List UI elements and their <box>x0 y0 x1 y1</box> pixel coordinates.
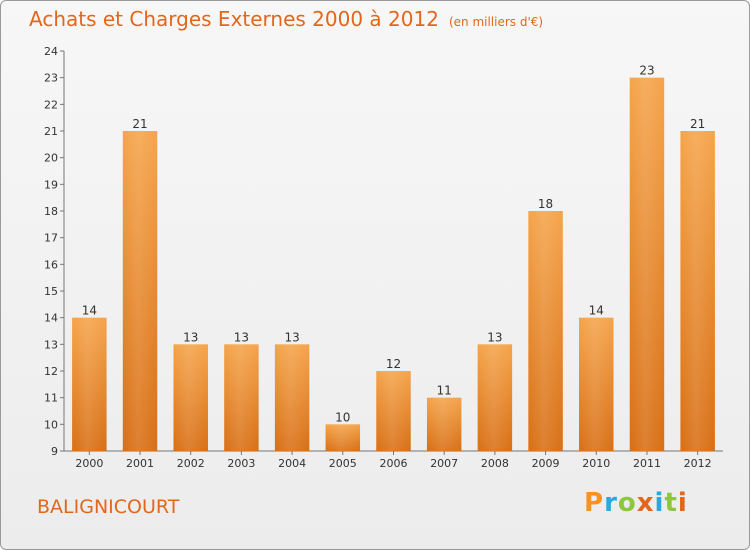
y-tick-label: 20 <box>44 152 58 165</box>
bar-shine <box>122 131 158 451</box>
x-tick-label: 2000 <box>75 457 103 470</box>
y-tick-label: 9 <box>51 445 58 458</box>
x-tick-label: 2002 <box>177 457 205 470</box>
y-tick-label: 18 <box>44 205 58 218</box>
bar-value-label: 14 <box>589 304 604 318</box>
y-tick-label: 15 <box>44 285 58 298</box>
bar-value-label: 11 <box>437 384 452 398</box>
bar-shine <box>173 344 208 451</box>
bar-value-label: 13 <box>487 330 502 344</box>
logo-letter: i <box>677 488 688 518</box>
chart-axes: 9 10 11 12 13 14 15 16 17 18 19 20 21 22 23 24 <box>44 45 723 458</box>
y-tick-label: 24 <box>44 45 58 58</box>
logo-letter: r <box>604 488 618 518</box>
bar-value-label: 13 <box>234 330 249 344</box>
bar-value-label: 21 <box>132 117 147 131</box>
bar-value-label: 13 <box>284 330 299 344</box>
bar-value-label: 21 <box>690 117 705 131</box>
bar-value-label: 14 <box>82 304 97 318</box>
bar-shine <box>224 344 259 451</box>
bar-shine <box>629 77 665 452</box>
y-tick-label: 10 <box>44 418 58 431</box>
y-tick-label: 12 <box>44 365 58 378</box>
x-tick-label: 2006 <box>380 457 408 470</box>
bar-shine <box>579 317 614 451</box>
logo-letter: x <box>636 488 655 518</box>
x-tick-label: 2007 <box>430 457 458 470</box>
x-tick-label: 2011 <box>633 457 661 470</box>
bar-shine <box>680 131 715 451</box>
y-tick-label: 17 <box>44 232 58 245</box>
bar-value-label: 18 <box>538 197 553 211</box>
chart-bars <box>72 77 715 452</box>
x-tick-label: 2012 <box>684 457 712 470</box>
x-tick-label: 2004 <box>278 457 306 470</box>
bar-shine <box>72 317 107 451</box>
logo-letter: P <box>584 488 605 518</box>
bar-shine <box>274 344 310 451</box>
logo-letter: i <box>654 488 665 518</box>
chart-title: Achats et Charges Externes 2000 à 2012 (e… <box>29 7 543 31</box>
proxiti-logo: Proxiti <box>584 488 688 518</box>
x-tick-label: 2003 <box>227 457 255 470</box>
logo-letter: o <box>617 488 637 518</box>
bar-value-label: 10 <box>335 410 350 424</box>
bar-shine <box>376 371 411 451</box>
bar-shine <box>528 211 563 451</box>
y-tick-label: 23 <box>44 72 58 85</box>
y-tick-label: 19 <box>44 178 58 191</box>
y-tick-label: 14 <box>44 312 58 325</box>
x-tick-label: 2010 <box>582 457 610 470</box>
chart-labels: 2000 14 2001 21 2002 13 2003 13 2004 13 2005 10 2006… <box>75 64 711 470</box>
x-tick-label: 2009 <box>532 457 560 470</box>
chart-unit-note: (en milliers d'€) <box>448 15 544 29</box>
bar-shine <box>477 344 513 451</box>
x-tick-label: 2001 <box>126 457 154 470</box>
bar-value-label: 13 <box>183 330 198 344</box>
bar-shine <box>325 424 361 451</box>
x-tick-label: 2005 <box>329 457 357 470</box>
y-tick-label: 11 <box>44 392 58 405</box>
y-tick-label: 21 <box>44 125 58 138</box>
city-name: BALIGNICOURT <box>37 496 180 518</box>
bar-value-label: 12 <box>386 357 401 371</box>
y-tick-label: 16 <box>44 258 58 271</box>
bar-value-label: 23 <box>639 64 654 78</box>
chart-title-text: Achats et Charges Externes 2000 à 2012 <box>29 7 439 31</box>
logo-letter: t <box>664 488 678 518</box>
y-tick-label: 22 <box>44 98 58 111</box>
bar-shine <box>426 397 462 451</box>
y-tick-label: 13 <box>44 338 58 351</box>
x-tick-label: 2008 <box>481 457 509 470</box>
